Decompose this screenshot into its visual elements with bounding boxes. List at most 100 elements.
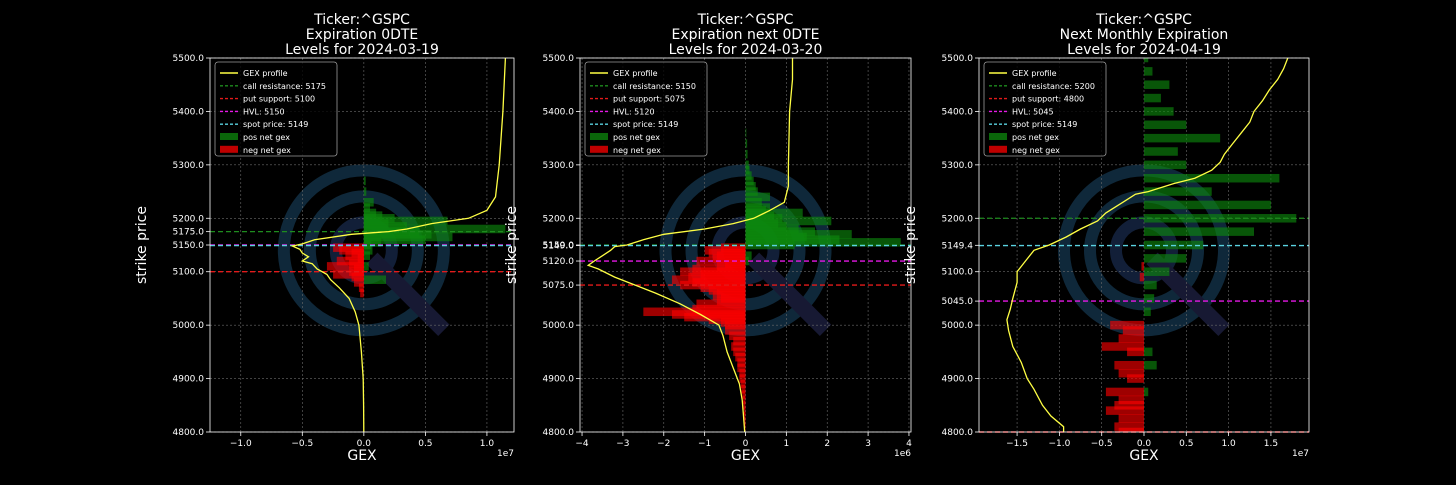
y-tick-label: 4800.0 [173, 428, 205, 438]
legend-label: spot price: 5149 [1012, 120, 1077, 129]
y-tick-label: 5200.0 [173, 214, 205, 224]
neg-gex-bar [733, 336, 746, 346]
x-axis-exponent: 1e7 [1292, 449, 1309, 459]
neg-gex-bar [1118, 368, 1144, 378]
pos-gex-bar [745, 149, 748, 159]
chart-title-line: Ticker:^GSPC [697, 12, 794, 28]
pos-gex-bar [745, 192, 771, 202]
pos-gex-bar [745, 128, 747, 138]
x-tick-label: −3 [616, 439, 629, 449]
neg-gex-bar [1105, 387, 1144, 397]
pos-gex-bar [363, 246, 373, 255]
pos-gex-bar [363, 275, 386, 284]
chart-title-line: Expiration 0DTE [306, 27, 419, 43]
pos-gex-bar [1144, 80, 1170, 89]
legend-label: HVL: 5150 [243, 107, 285, 116]
pos-gex-bar [1144, 294, 1155, 303]
neg-gex-bar [725, 326, 746, 335]
y-tick-label: 5175.0 [173, 228, 205, 238]
legend-box [214, 61, 338, 157]
pos-gex-bar [1144, 254, 1187, 263]
pos-gex-bar [745, 240, 795, 250]
y-axis-label: strike price [903, 206, 919, 284]
y-tick-label: 5000.0 [543, 321, 575, 331]
legend-label: GEX profile [613, 69, 658, 78]
neg-gex-bar [1122, 326, 1144, 335]
legend-swatch [989, 133, 1007, 140]
y-tick-label: 5400.0 [543, 107, 575, 117]
legend-label: put support: 5075 [613, 95, 685, 104]
x-axis-exponent: 1e6 [894, 449, 911, 459]
legend-swatch [220, 145, 238, 153]
y-tick-label: 5200.0 [543, 214, 575, 224]
chart-title-line: Ticker:^GSPC [1095, 12, 1192, 28]
y-tick-label: 5500.0 [173, 54, 205, 64]
legend-label: GEX profile [1012, 69, 1057, 78]
pos-gex-bar [363, 208, 377, 218]
legend-label: HVL: 5045 [1012, 107, 1054, 116]
neg-gex-bar [333, 270, 364, 279]
y-tick-label: 5075.0 [543, 281, 575, 291]
y-tick-label: 5300.0 [173, 161, 205, 171]
pos-gex-bar [1144, 147, 1178, 156]
neg-gex-bar [1139, 272, 1144, 282]
pos-gex-bar [1144, 227, 1254, 236]
neg-gex-bar [354, 278, 364, 287]
watermark-ring-mid [303, 190, 424, 311]
y-tick-label: 5100.0 [942, 268, 974, 278]
y-tick-label: 5500.0 [942, 54, 974, 64]
chart-title-line: Ticker:^GSPC [313, 12, 410, 28]
pos-gex-bar [1144, 107, 1174, 116]
chart-title-line: Next Monthly Expiration [1060, 27, 1229, 43]
legend-label: GEX profile [243, 69, 288, 78]
neg-gex-bar [345, 251, 364, 260]
y-tick-label: 5000.0 [173, 321, 205, 331]
neg-gex-bar [737, 358, 746, 367]
neg-gex-bar [1118, 395, 1144, 405]
legend-label: HVL: 5120 [613, 107, 655, 116]
x-axis-label: GEX [347, 448, 377, 464]
pos-gex-bar [1144, 387, 1149, 397]
pos-gex-bar [745, 176, 754, 186]
x-tick-label: 0.0 [357, 439, 372, 449]
y-tick-label: 5300.0 [543, 161, 575, 171]
x-tick-label: −1 [698, 439, 711, 449]
neg-gex-bar [731, 342, 746, 351]
neg-gex-bar [743, 401, 746, 410]
x-tick-label: −1.0 [1048, 439, 1070, 449]
neg-gex-bar [729, 331, 746, 341]
pos-gex-bar [1144, 58, 1149, 63]
x-tick-label: 3 [865, 439, 871, 449]
pos-gex-bar [1144, 200, 1271, 210]
neg-gex-bar [1110, 320, 1144, 330]
level-lines [210, 231, 514, 273]
neg-gex-bar [351, 272, 364, 282]
legend-label: spot price: 5149 [243, 120, 308, 129]
neg-gex-bar [1118, 427, 1144, 432]
neg-gex-bar [733, 347, 746, 357]
neg-gex-bar [1101, 342, 1144, 351]
y-tick-label: 4900.0 [173, 375, 205, 385]
x-tick-label: 0.0 [1137, 439, 1152, 449]
watermark-tail [366, 252, 450, 336]
legend-box [983, 61, 1107, 157]
neg-gex-bar [743, 417, 746, 426]
pos-gex-bar [745, 251, 752, 260]
neg-gex-bar [740, 379, 746, 389]
x-tick-label: 4 [906, 439, 912, 449]
pos-gex-bar [363, 176, 366, 186]
y-axis-label: strike price [504, 206, 520, 284]
pos-gex-bar [363, 216, 448, 226]
x-tick-label: −0.5 [291, 439, 313, 449]
neg-gex-bar [1114, 422, 1144, 431]
x-tick-label: −1.5 [1006, 439, 1028, 449]
y-tick-label: 5500.0 [543, 54, 575, 64]
y-tick-label: 5400.0 [173, 107, 205, 117]
pos-gex-bar [745, 208, 803, 218]
pos-gex-bar [1144, 173, 1280, 183]
neg-gex-bar [1105, 406, 1144, 415]
neg-gex-bar [735, 352, 746, 362]
legend: GEX profile call resistance: 5200 put supp… [983, 61, 1107, 157]
neg-gex-bar [743, 411, 746, 421]
legend-label: neg net gex [243, 146, 291, 155]
